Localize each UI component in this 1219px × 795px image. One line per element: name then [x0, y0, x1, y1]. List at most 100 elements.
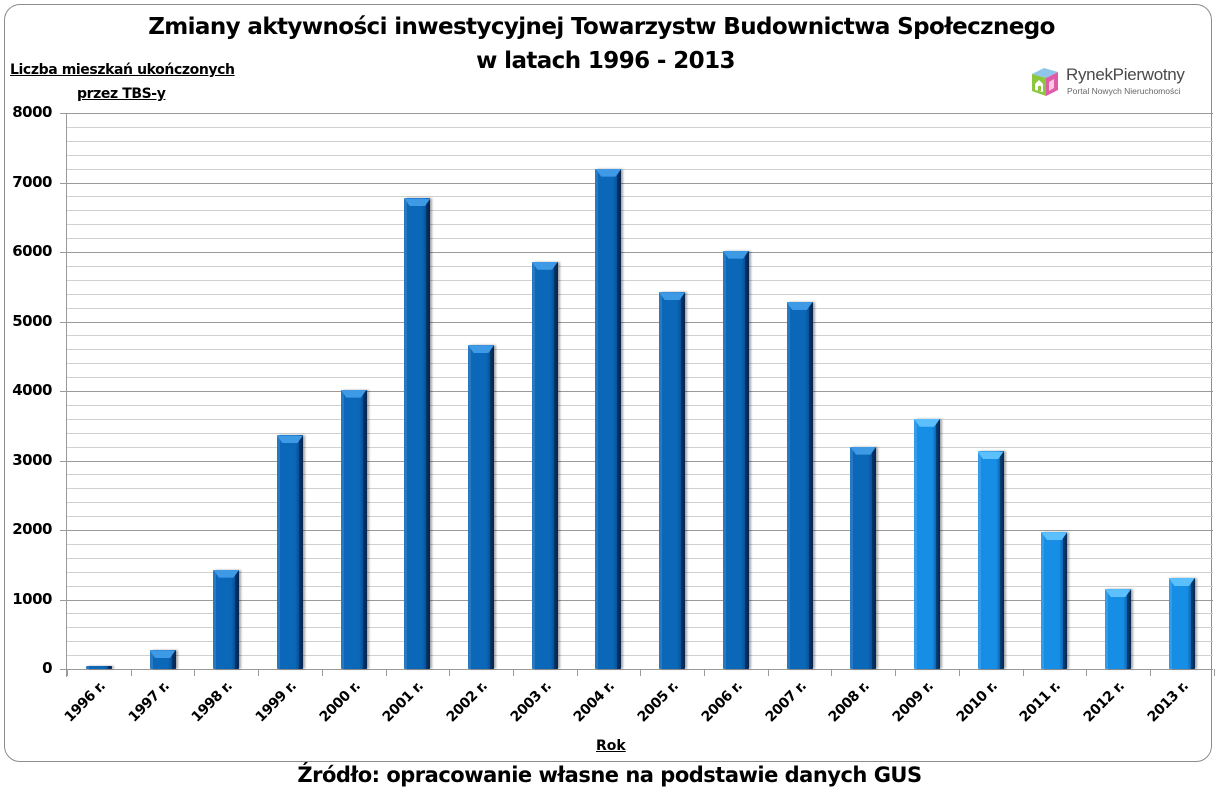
x-tick-mark — [640, 669, 642, 676]
y-tick-label: 7000 — [12, 172, 52, 191]
y-tick-label: 0 — [42, 659, 52, 677]
x-tick-mark — [1213, 669, 1215, 676]
gridline — [67, 154, 1213, 156]
y-tick-mark — [60, 530, 67, 531]
gridline — [67, 335, 1213, 337]
y-tick-label: 8000 — [12, 103, 52, 121]
x-tick-mark — [67, 669, 68, 676]
gridline — [67, 460, 1213, 462]
bar — [85, 665, 112, 669]
y-tick-mark — [60, 182, 67, 184]
gridline — [67, 627, 1213, 629]
y-tick-mark — [60, 321, 67, 323]
bar — [404, 198, 431, 669]
bar — [786, 302, 813, 669]
x-tick-mark — [449, 669, 451, 676]
gridline — [67, 182, 1213, 184]
gridline — [67, 488, 1213, 490]
gridline — [67, 530, 1213, 531]
gridline — [67, 571, 1213, 573]
y-tick-mark — [60, 391, 67, 392]
x-tick-mark — [385, 669, 387, 676]
gridline — [67, 599, 1213, 601]
x-tick-mark — [767, 669, 769, 676]
x-tick-mark — [512, 669, 514, 676]
chart-title-line2: w latach 1996 - 2013 — [476, 48, 735, 74]
gridline — [67, 349, 1213, 351]
y-tick-mark — [60, 252, 67, 253]
gridline — [67, 363, 1213, 365]
y-tick-label: 6000 — [12, 242, 52, 260]
gridline — [67, 377, 1213, 379]
bar — [722, 250, 749, 669]
gridline — [67, 613, 1213, 615]
y-tick-label: 2000 — [12, 520, 52, 538]
bar — [913, 418, 940, 669]
chart-title-line1: Zmiany aktywności inwestycyjnej Towarzys… — [148, 14, 1055, 40]
gridline — [67, 224, 1213, 226]
bar — [149, 650, 176, 669]
gridline — [67, 446, 1213, 448]
bar — [340, 389, 367, 669]
y-axis-line — [66, 113, 67, 677]
gridline — [67, 238, 1213, 240]
gridline — [67, 321, 1213, 323]
gridline — [67, 113, 1213, 114]
logo-tagline: Portal Nowych Nieruchomości — [1067, 86, 1181, 96]
x-axis-line — [60, 669, 1213, 670]
x-tick-mark — [321, 669, 323, 676]
y-tick-mark — [60, 113, 67, 114]
bar — [595, 168, 622, 669]
rynekpierwotny-logo: RynekPierwotny Portal Nowych Nieruchomoś… — [1028, 62, 1208, 102]
bar — [659, 292, 686, 669]
bar — [213, 569, 240, 669]
bar — [850, 446, 877, 669]
gridline — [67, 655, 1213, 657]
gridline — [67, 252, 1213, 253]
x-tick-mark — [258, 669, 260, 676]
y-tick-label: 4000 — [12, 381, 52, 399]
gridline — [67, 210, 1213, 212]
x-tick-mark — [704, 669, 705, 676]
gridline — [67, 279, 1213, 281]
gridline — [67, 641, 1213, 643]
x-tick-mark — [831, 669, 833, 676]
bar — [977, 451, 1004, 669]
gridline — [67, 502, 1213, 504]
y-axis-title-line2: przez TBS-y — [77, 86, 166, 102]
bar — [468, 345, 495, 669]
gridline — [67, 140, 1213, 142]
bar — [1041, 532, 1068, 669]
gridline — [67, 557, 1213, 559]
gridline — [67, 404, 1213, 406]
gridline — [67, 474, 1213, 476]
x-tick-mark — [1149, 669, 1151, 676]
gridline — [67, 516, 1213, 518]
x-tick-mark — [576, 669, 578, 676]
y-tick-mark — [60, 669, 67, 670]
x-tick-mark — [1086, 669, 1088, 676]
y-tick-label: 3000 — [12, 450, 52, 469]
bar — [1168, 577, 1195, 669]
gridline — [67, 418, 1213, 420]
y-axis-title-line1: Liczba mieszkań ukończonych — [10, 62, 235, 78]
plot-area — [67, 113, 1213, 669]
x-tick-mark — [958, 669, 960, 676]
gridline — [67, 307, 1213, 309]
x-axis-title: Rok — [596, 738, 626, 754]
logo-name: RynekPierwotny — [1066, 65, 1185, 84]
x-tick-mark — [1022, 669, 1024, 676]
gridline — [67, 126, 1213, 128]
gridline — [67, 543, 1213, 545]
x-tick-mark — [194, 669, 196, 676]
gridline — [67, 391, 1213, 392]
gridline — [67, 585, 1213, 587]
gridline — [67, 265, 1213, 267]
y-tick-mark — [60, 460, 67, 462]
bar — [276, 435, 303, 669]
gridline — [67, 196, 1213, 198]
source-note: Źródło: opracowanie własne na podstawie … — [297, 763, 922, 787]
house-cube-icon — [1032, 68, 1058, 96]
gridline — [67, 293, 1213, 295]
y-tick-mark — [60, 599, 67, 601]
